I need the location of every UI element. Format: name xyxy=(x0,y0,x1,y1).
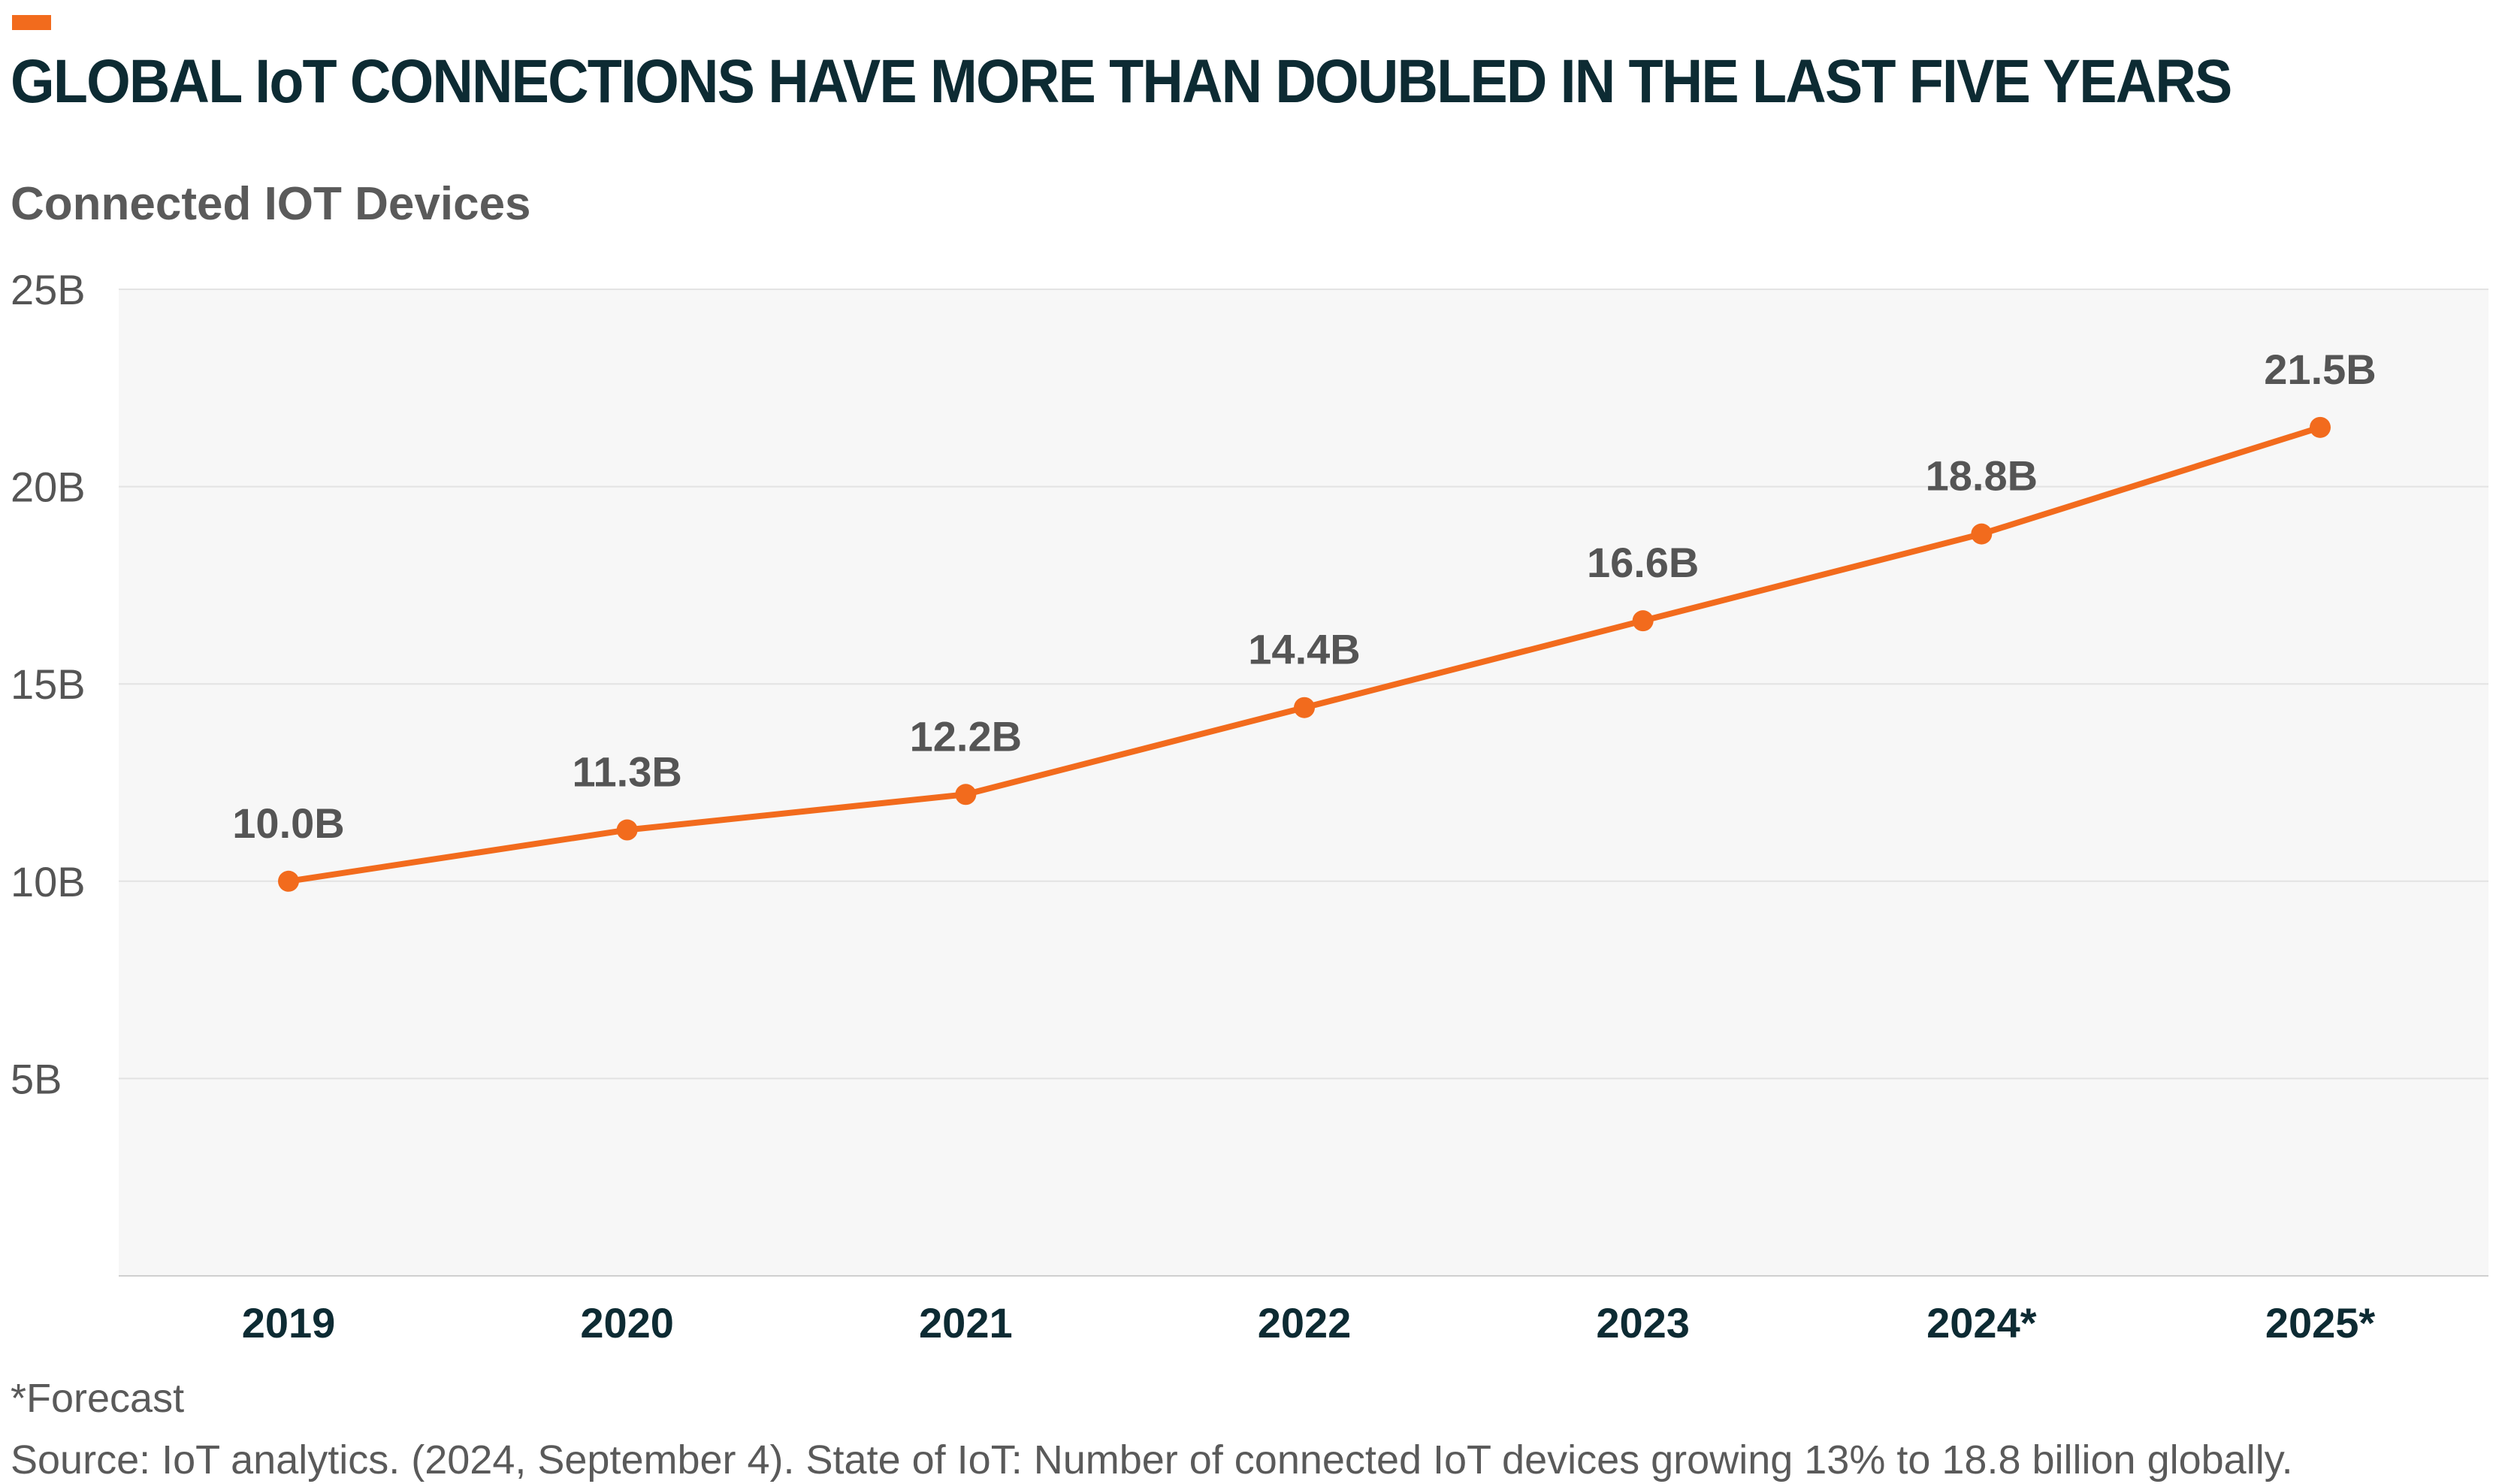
gridlines xyxy=(119,289,2488,1080)
data-point xyxy=(1632,610,1654,632)
data-point xyxy=(955,784,977,805)
x-tick-label: 2021 xyxy=(919,1299,1013,1346)
data-label: 10.0B xyxy=(232,799,344,847)
data-label: 11.3B xyxy=(572,748,681,796)
data-label: 18.8B xyxy=(1926,452,2038,500)
forecast-footnote: *Forecast xyxy=(11,1376,185,1421)
data-point xyxy=(1294,697,1315,718)
x-tick-label: 2025* xyxy=(2265,1299,2376,1346)
x-tick-label: 2020 xyxy=(580,1299,674,1346)
data-label: 12.2B xyxy=(910,712,1022,760)
chart-subtitle: Connected IOT Devices xyxy=(11,178,531,230)
data-point xyxy=(2310,416,2331,438)
x-tick-label: 2019 xyxy=(242,1299,336,1346)
x-axis-ticks: 2019 2020 2021 2022 2023 2024* 2025* xyxy=(242,1299,2376,1346)
data-point xyxy=(1971,523,1993,545)
y-tick-label: 15B xyxy=(11,660,86,708)
y-tick-label: 20B xyxy=(11,464,86,511)
x-tick-label: 2022 xyxy=(1258,1299,1352,1346)
y-tick-label: 10B xyxy=(11,858,86,905)
source-footnote: Source: IoT analytics. (2024, September … xyxy=(11,1437,2293,1482)
plot-area xyxy=(119,289,2488,1276)
x-tick-label: 2023 xyxy=(1596,1299,1690,1346)
y-tick-label: 25B xyxy=(11,266,86,313)
y-tick-label: 5B xyxy=(11,1055,62,1102)
data-label: 16.6B xyxy=(1587,539,1699,586)
data-label: 14.4B xyxy=(1248,626,1360,673)
data-label: 21.5B xyxy=(2264,346,2376,393)
accent-bar xyxy=(12,15,51,30)
data-labels: 10.0B 11.3B 12.2B 14.4B 16.6B 18.8B 21.5B xyxy=(232,346,2376,847)
x-tick-label: 2024* xyxy=(1926,1299,2037,1346)
data-point xyxy=(616,819,638,841)
y-axis-ticks: 5B 10B 15B 20B 25B xyxy=(11,266,86,1102)
chart-title: GLOBAL IoT CONNECTIONS HAVE MORE THAN DO… xyxy=(11,47,2232,116)
series-group xyxy=(278,416,2331,892)
data-point xyxy=(278,870,299,892)
